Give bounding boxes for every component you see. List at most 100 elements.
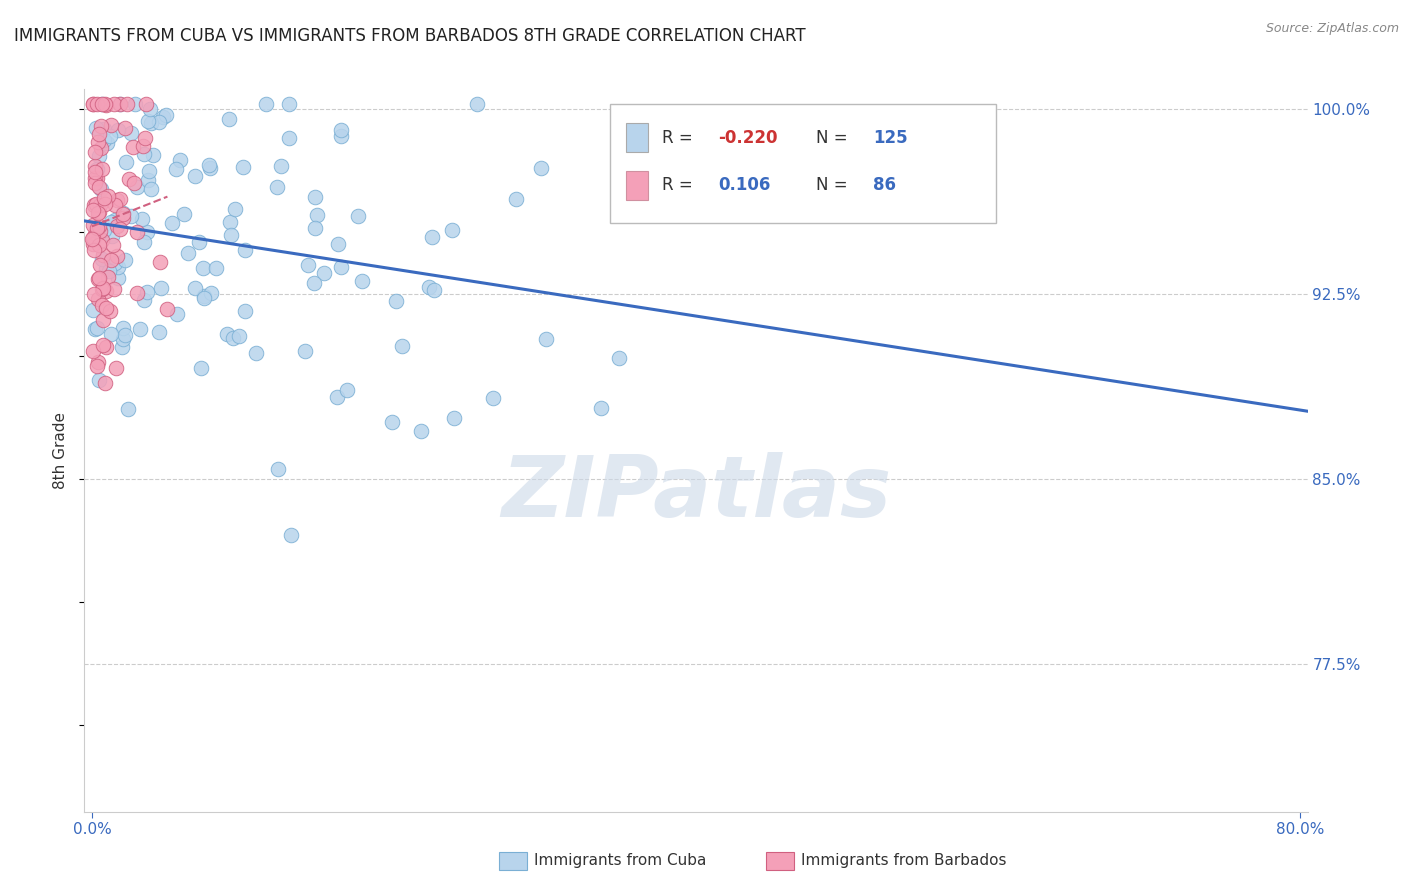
Text: R =: R =	[662, 177, 697, 194]
Point	[83, 227, 105, 242]
Point	[384, 294, 406, 309]
Point	[200, 285, 222, 300]
Text: ZIPatlas: ZIPatlas	[501, 452, 891, 535]
Point	[98, 129, 121, 144]
Point	[86, 320, 108, 334]
Point	[297, 259, 319, 273]
Point	[100, 228, 122, 243]
Point	[100, 252, 122, 267]
Point	[82, 344, 104, 359]
Point	[304, 220, 326, 235]
Text: Source: ZipAtlas.com: Source: ZipAtlas.com	[1265, 22, 1399, 36]
Point	[101, 238, 124, 252]
Point	[89, 224, 111, 238]
Point	[138, 102, 160, 116]
Point	[83, 244, 105, 258]
Point	[105, 219, 128, 233]
Point	[83, 286, 105, 301]
Point	[198, 158, 221, 172]
Point	[104, 360, 127, 375]
Point	[90, 162, 112, 177]
Point	[91, 297, 114, 311]
Point	[278, 97, 301, 112]
Point	[94, 197, 117, 211]
Point	[87, 127, 110, 141]
Point	[124, 176, 146, 190]
Point	[350, 273, 373, 287]
Point	[82, 232, 104, 246]
Point	[326, 236, 349, 251]
Point	[97, 188, 120, 202]
Text: N =: N =	[815, 177, 852, 194]
Point	[91, 97, 114, 112]
Point	[96, 136, 118, 150]
Point	[117, 401, 139, 416]
Point	[191, 261, 214, 276]
Point	[589, 401, 612, 415]
Point	[530, 161, 553, 175]
Point	[84, 176, 107, 190]
Point	[219, 227, 242, 242]
Point	[82, 202, 104, 217]
Point	[294, 343, 316, 358]
Point	[233, 243, 256, 257]
Point	[443, 410, 465, 425]
Point	[381, 415, 404, 429]
Point	[169, 153, 191, 167]
Point	[142, 148, 165, 162]
Point	[609, 351, 631, 365]
Point	[245, 346, 267, 360]
Point	[325, 390, 347, 404]
Point	[423, 283, 446, 297]
Point	[347, 209, 370, 223]
Point	[115, 97, 138, 112]
Point	[114, 328, 136, 343]
Point	[111, 340, 134, 354]
Point	[267, 462, 290, 476]
Point	[148, 326, 170, 340]
Point	[391, 339, 413, 353]
Point	[93, 223, 115, 237]
Text: 86: 86	[873, 177, 897, 194]
Point	[155, 107, 177, 121]
Point	[83, 159, 105, 173]
Point	[112, 211, 135, 226]
Point	[87, 219, 110, 233]
Point	[87, 373, 110, 387]
Point	[254, 97, 277, 112]
Point	[100, 215, 122, 229]
Point	[83, 165, 105, 179]
Point	[96, 98, 118, 112]
Point	[152, 110, 174, 124]
Point	[232, 161, 254, 175]
Text: 125: 125	[873, 128, 908, 146]
Point	[114, 120, 136, 135]
Point	[87, 272, 110, 286]
Point	[120, 126, 142, 140]
Point	[278, 131, 301, 145]
FancyBboxPatch shape	[610, 103, 995, 223]
Point	[86, 161, 108, 176]
Point	[90, 182, 112, 196]
Point	[100, 326, 122, 341]
Point	[91, 338, 114, 352]
Point	[135, 285, 157, 300]
Point	[505, 192, 527, 206]
Point	[136, 173, 159, 187]
Point	[148, 114, 170, 128]
Point	[87, 179, 110, 194]
Point	[90, 119, 112, 133]
Point	[138, 164, 160, 178]
Point	[135, 97, 157, 112]
Point	[304, 189, 326, 203]
Point	[233, 303, 256, 318]
Point	[330, 128, 353, 143]
Point	[89, 258, 111, 272]
Point	[107, 123, 129, 137]
Point	[97, 270, 120, 285]
Point	[111, 321, 134, 335]
Point	[86, 171, 108, 186]
Point	[91, 248, 114, 262]
Point	[83, 198, 105, 212]
Point	[190, 360, 212, 375]
